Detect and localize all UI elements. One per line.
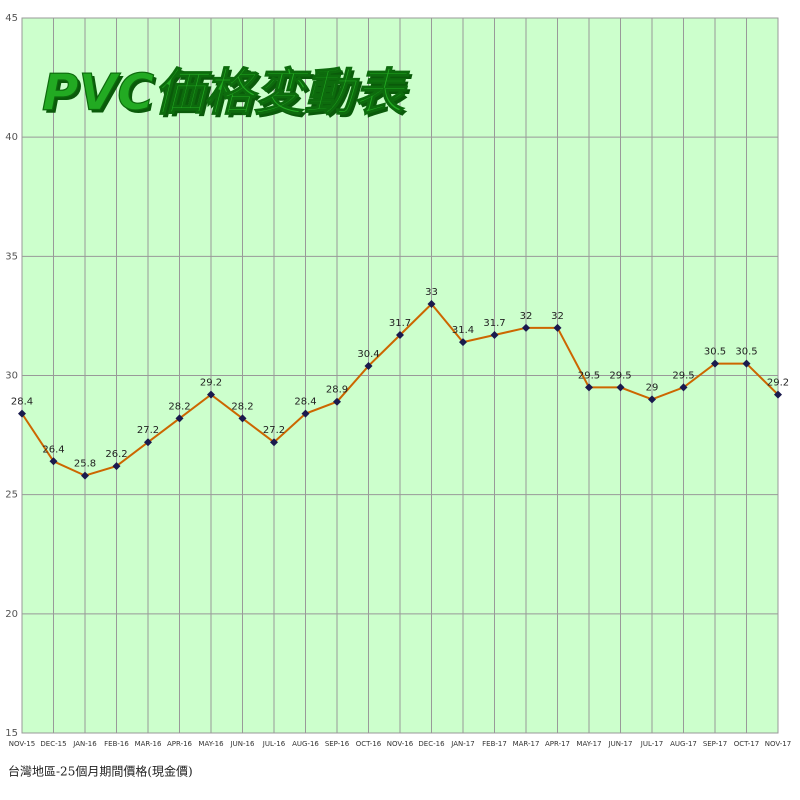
data-label: 29.5: [672, 370, 694, 381]
data-label: 27.2: [137, 425, 159, 436]
note: 台灣地區-25個月期間價格(現金價): [8, 764, 193, 779]
x-tick-label: JUL-16: [262, 740, 286, 748]
data-label: 29.2: [767, 378, 789, 389]
marker: [553, 323, 562, 332]
marker: [711, 359, 719, 368]
x-tick-label: JUN-16: [230, 740, 255, 748]
data-label: 27.2: [263, 425, 285, 436]
marker: [459, 338, 467, 347]
data-label: 31.7: [389, 318, 411, 329]
x-tick-label: MAY-16: [198, 740, 224, 748]
x-tick-label: MAR-16: [135, 740, 162, 748]
y-tick-label: 30: [5, 371, 18, 382]
marker: [585, 383, 593, 392]
data-label: 28.2: [168, 401, 190, 412]
data-label: 28.9: [326, 385, 348, 396]
y-tick-label: 35: [5, 251, 18, 262]
marker: [742, 359, 751, 368]
data-label: 33: [425, 287, 438, 298]
x-tick-label: NOV-17: [765, 740, 791, 748]
chart-title-shadow: PVC価格変動表: [45, 67, 413, 125]
data-label: 28.4: [294, 397, 316, 408]
x-tick-label: NOV-15: [9, 740, 35, 748]
marker: [648, 395, 656, 404]
x-tick-label: APR-17: [545, 740, 570, 748]
data-label: 29: [646, 382, 659, 393]
marker: [396, 330, 404, 339]
marker: [270, 438, 278, 447]
x-tick-label: AUG-17: [670, 740, 697, 748]
marker: [18, 409, 26, 418]
marker: [522, 323, 530, 332]
marker: [49, 457, 58, 466]
data-label: 25.8: [74, 459, 96, 470]
y-tick-label: 25: [5, 490, 18, 501]
x-tick-label: NOV-16: [387, 740, 414, 748]
marker: [333, 397, 341, 406]
data-label: 26.4: [42, 444, 64, 455]
marker: [774, 390, 782, 399]
x-tick-label: MAR-17: [513, 740, 540, 748]
y-tick-label: 40: [5, 132, 18, 143]
marker: [364, 361, 373, 370]
data-label: 29.5: [609, 370, 631, 381]
x-tick-label: DEC-15: [40, 740, 66, 748]
x-tick-label: DEC-16: [418, 740, 445, 748]
marker: [144, 438, 152, 447]
x-tick-label: FEB-17: [482, 740, 507, 748]
marker: [81, 471, 89, 480]
data-label: 31.7: [483, 318, 505, 329]
marker: [490, 330, 499, 339]
y-tick-label: 15: [5, 728, 18, 739]
x-tick-label: JUN-17: [608, 740, 633, 748]
x-tick-label: OCT-17: [734, 740, 759, 748]
chart-title: PVC価格変動表: [42, 64, 410, 122]
marker: [207, 390, 215, 399]
marker: [427, 300, 436, 308]
x-tick-label: APR-16: [167, 740, 193, 748]
data-label: 30.4: [357, 349, 379, 360]
data-label: 30.5: [704, 347, 726, 358]
x-tick-label: JAN-16: [72, 740, 97, 748]
data-label: 29.5: [578, 370, 600, 381]
y-tick-label: 45: [5, 13, 18, 24]
data-label: 32: [551, 311, 564, 322]
data-label: 31.4: [452, 325, 474, 336]
data-label: 30.5: [735, 347, 757, 358]
data-label: 28.4: [11, 397, 33, 408]
x-tick-label: FEB-16: [104, 740, 129, 748]
x-tick-label: JUL-17: [640, 740, 663, 748]
data-label: 28.2: [231, 401, 253, 412]
data-label: 26.2: [105, 449, 127, 460]
marker: [616, 383, 625, 392]
marker: [301, 409, 310, 418]
x-tick-label: MAY-17: [576, 740, 601, 748]
data-label: 29.2: [200, 378, 222, 389]
marker: [238, 414, 247, 423]
marker: [175, 414, 184, 423]
marker: [112, 462, 121, 471]
marker: [679, 383, 688, 392]
x-tick-label: AUG-16: [292, 740, 319, 748]
x-tick-label: SEP-16: [325, 740, 350, 748]
x-tick-label: SEP-17: [703, 740, 727, 748]
x-tick-label: JAN-17: [450, 740, 474, 748]
x-tick-label: OCT-16: [356, 740, 382, 748]
data-label: 32: [520, 311, 533, 322]
y-tick-label: 20: [5, 609, 18, 620]
